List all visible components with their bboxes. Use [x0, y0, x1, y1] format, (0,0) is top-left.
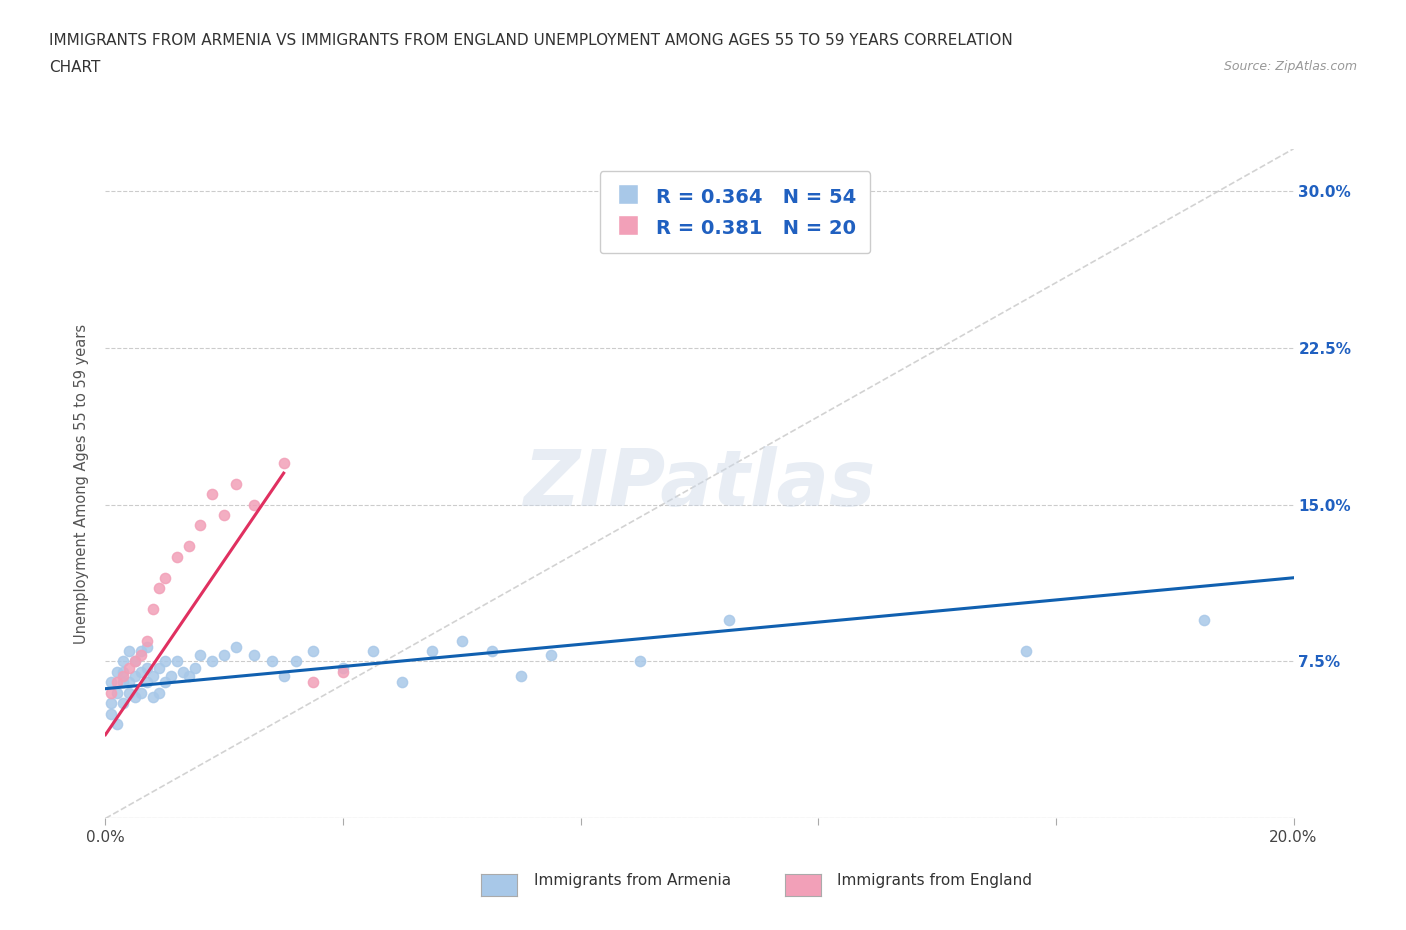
Text: ZIPatlas: ZIPatlas — [523, 445, 876, 522]
Point — [148, 580, 170, 596]
Point — [129, 665, 152, 680]
Point — [510, 669, 533, 684]
Point — [124, 654, 146, 669]
Legend: R = 0.364   N = 54, R = 0.381   N = 20: R = 0.364 N = 54, R = 0.381 N = 20 — [600, 171, 870, 253]
Point — [172, 665, 194, 680]
Point — [332, 665, 354, 680]
Point — [1194, 612, 1216, 627]
Point — [142, 669, 165, 684]
Text: Immigrants from Armenia: Immigrants from Armenia — [534, 873, 731, 888]
Point — [112, 665, 135, 680]
Point — [129, 644, 152, 658]
Point — [148, 685, 170, 700]
Point — [136, 633, 159, 648]
Point — [124, 669, 146, 684]
Point — [302, 675, 325, 690]
Text: CHART: CHART — [49, 60, 101, 75]
Point — [166, 654, 188, 669]
Y-axis label: Unemployment Among Ages 55 to 59 years: Unemployment Among Ages 55 to 59 years — [75, 324, 90, 644]
Point — [243, 648, 266, 663]
Point — [118, 685, 141, 700]
Point — [105, 675, 128, 690]
Point — [100, 696, 122, 711]
Point — [124, 654, 146, 669]
Point — [112, 675, 135, 690]
Point — [166, 550, 188, 565]
Point — [190, 518, 212, 533]
Point — [142, 690, 165, 705]
Point — [225, 640, 247, 655]
Point — [129, 648, 152, 663]
Point — [332, 660, 354, 675]
Point — [112, 669, 135, 684]
Point — [153, 570, 176, 585]
Point — [214, 508, 236, 523]
Point — [201, 486, 224, 501]
Point — [214, 648, 236, 663]
Point — [177, 539, 200, 554]
Point — [124, 690, 146, 705]
Point — [540, 648, 562, 663]
Point — [273, 456, 295, 471]
Point — [361, 644, 384, 658]
Point — [190, 648, 212, 663]
Point — [136, 640, 159, 655]
Point — [153, 675, 176, 690]
Point — [1015, 644, 1038, 658]
Point — [718, 612, 741, 627]
Point — [225, 476, 247, 491]
Point — [148, 660, 170, 675]
Point — [105, 665, 128, 680]
Point — [450, 633, 472, 648]
Point — [105, 685, 128, 700]
Point — [302, 644, 325, 658]
Point — [129, 685, 152, 700]
Point — [420, 644, 443, 658]
Point — [243, 498, 266, 512]
Point — [100, 707, 122, 722]
Point — [177, 669, 200, 684]
Point — [105, 717, 128, 732]
Point — [273, 669, 295, 684]
Text: Source: ZipAtlas.com: Source: ZipAtlas.com — [1223, 60, 1357, 73]
Point — [112, 654, 135, 669]
Point — [183, 660, 205, 675]
Text: Immigrants from England: Immigrants from England — [837, 873, 1032, 888]
Point — [118, 660, 141, 675]
Point — [142, 602, 165, 617]
Point — [260, 654, 283, 669]
Point — [159, 669, 181, 684]
Point — [153, 654, 176, 669]
Point — [136, 675, 159, 690]
Point — [136, 660, 159, 675]
Point — [284, 654, 307, 669]
Point — [118, 644, 141, 658]
Point — [118, 675, 141, 690]
Point — [391, 675, 413, 690]
Point — [100, 675, 122, 690]
Point — [112, 696, 135, 711]
Text: IMMIGRANTS FROM ARMENIA VS IMMIGRANTS FROM ENGLAND UNEMPLOYMENT AMONG AGES 55 TO: IMMIGRANTS FROM ARMENIA VS IMMIGRANTS FR… — [49, 33, 1012, 47]
Point — [481, 644, 503, 658]
Point — [100, 685, 122, 700]
Point — [201, 654, 224, 669]
Point — [628, 654, 651, 669]
